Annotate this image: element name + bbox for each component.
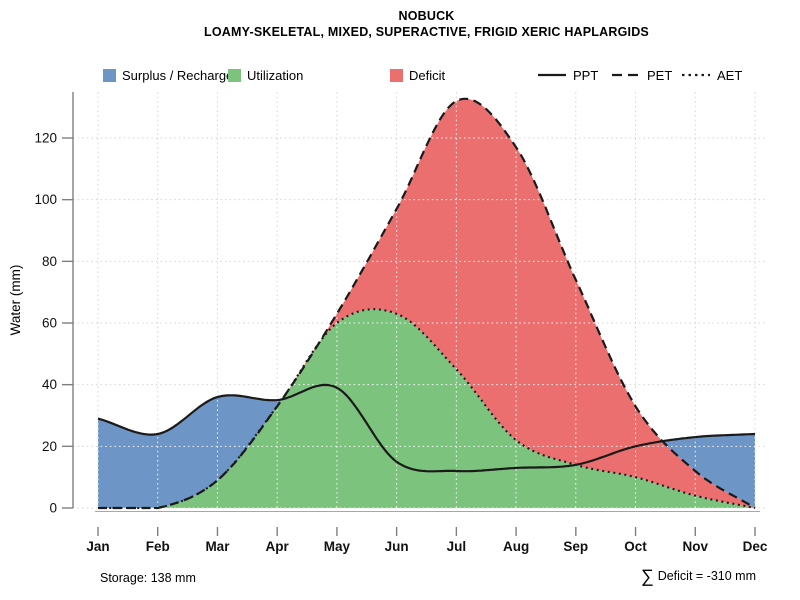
y-tick-label: 0 — [49, 501, 57, 516]
x-tick-label: Feb — [146, 539, 170, 554]
y-axis-label: Water (mm) — [8, 265, 23, 336]
ppt-curve — [97, 383, 756, 473]
y-tick-label: 60 — [42, 316, 57, 331]
dashed-line-icon — [612, 73, 640, 77]
surplus-area — [98, 395, 283, 508]
utilization-swatch-icon — [228, 68, 241, 82]
x-tick-label: Sep — [563, 539, 588, 554]
x-tick-label: Mar — [205, 539, 230, 554]
y-tick-label: 20 — [42, 439, 57, 454]
x-tick-label: Jun — [385, 539, 409, 554]
storage-annotation: Storage: 138 mm — [100, 571, 196, 585]
legend-label: Surplus / Recharge — [122, 67, 234, 83]
x-tick-label: Nov — [683, 539, 709, 554]
deficit-area — [98, 98, 755, 509]
chart-subtitle: LOAMY-SKELETAL, MIXED, SUPERACTIVE, FRIG… — [204, 25, 649, 39]
surplus-swatch-icon — [103, 68, 116, 82]
x-tick-label: Jan — [86, 539, 109, 554]
y-tick-label: 120 — [34, 131, 57, 146]
total-deficit-annotation: ∑ Deficit = -310 mm — [641, 567, 756, 585]
x-tick-label: Dec — [743, 539, 768, 554]
y-tick-label: 80 — [42, 254, 57, 269]
legend-label: PPT — [573, 67, 599, 83]
legend-item-ppt: PPT — [537, 66, 598, 84]
legend-label: PET — [647, 67, 673, 83]
pet-curve — [98, 97, 756, 510]
axes: 0 20 40 60 80 100 120 Jan Feb Mar Apr May Jun Jul Aug S… — [34, 92, 768, 554]
legend-label: Utilization — [247, 67, 304, 83]
legend-item-surplus: Surplus / Recharge — [103, 66, 233, 84]
legend-label: Deficit — [409, 67, 446, 83]
x-tick-label: May — [324, 539, 351, 554]
x-tick-label: Oct — [624, 539, 647, 554]
legend-item-utilization: Utilization — [228, 66, 303, 84]
total-deficit-text: Deficit = -310 mm — [657, 569, 756, 583]
legend-item-deficit: Deficit — [390, 66, 445, 84]
legend-item-pet: PET — [611, 66, 672, 84]
sigma-icon: ∑ — [640, 566, 654, 586]
y-tick-label: 40 — [42, 377, 57, 392]
deficit-swatch-icon — [390, 68, 403, 82]
legend-label: AET — [717, 67, 743, 83]
solid-line-icon — [538, 73, 566, 77]
x-tick-label: Apr — [266, 539, 290, 554]
y-tick-label: 100 — [34, 192, 57, 207]
curves — [97, 97, 756, 510]
aet-curve — [98, 308, 756, 510]
utilization-area — [98, 309, 755, 508]
page-title: NOBUCK — [398, 9, 455, 23]
x-tick-label: Aug — [503, 539, 529, 554]
surplus-area — [662, 434, 755, 508]
dotted-line-icon — [682, 73, 710, 77]
legend-item-aet: AET — [681, 66, 742, 84]
area-fills — [98, 98, 755, 509]
x-tick-label: Jul — [447, 539, 467, 554]
